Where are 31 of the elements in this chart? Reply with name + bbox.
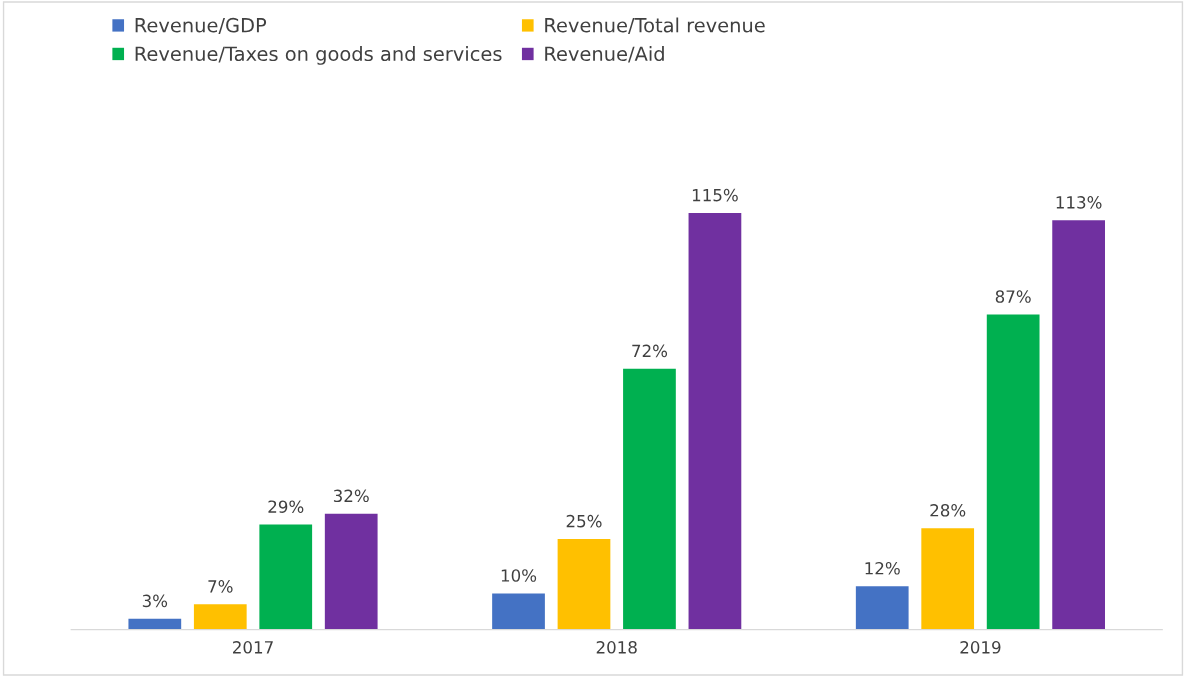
data-label: 10%: [501, 569, 537, 582]
bar: [128, 618, 182, 630]
data-label: 113%: [1056, 196, 1102, 209]
data-label: 29%: [268, 500, 304, 513]
data-label: 32%: [333, 489, 369, 503]
data-label: 115%: [692, 188, 738, 202]
bar: [259, 524, 313, 630]
bar: [193, 604, 247, 630]
bar: [986, 314, 1040, 630]
legend-label: Revenue/Aid: [545, 46, 664, 63]
data-label: 28%: [930, 504, 966, 517]
data-label: 12%: [865, 561, 900, 575]
legend-label: Revenue/GDP: [135, 17, 267, 35]
bar: [557, 539, 611, 630]
data-label: 25%: [566, 514, 602, 528]
bar: [688, 212, 742, 630]
bar: [921, 528, 975, 630]
x-tick-label: 2017: [233, 641, 273, 654]
bar: [1052, 220, 1105, 630]
data-label: 3%: [142, 594, 168, 608]
data-label: 87%: [995, 290, 1031, 303]
bar: [623, 368, 676, 630]
data-label: 7%: [208, 580, 233, 593]
bar: [324, 513, 378, 630]
legend-label: Revenue/Taxes on goods and services: [135, 46, 502, 65]
bar: [492, 593, 545, 630]
data-label: 72%: [632, 344, 668, 358]
x-tick-label: 2019: [960, 641, 1001, 654]
bar: [855, 586, 909, 630]
legend-label: Revenue/Total revenue: [545, 17, 765, 35]
x-tick-label: 2018: [596, 641, 637, 654]
